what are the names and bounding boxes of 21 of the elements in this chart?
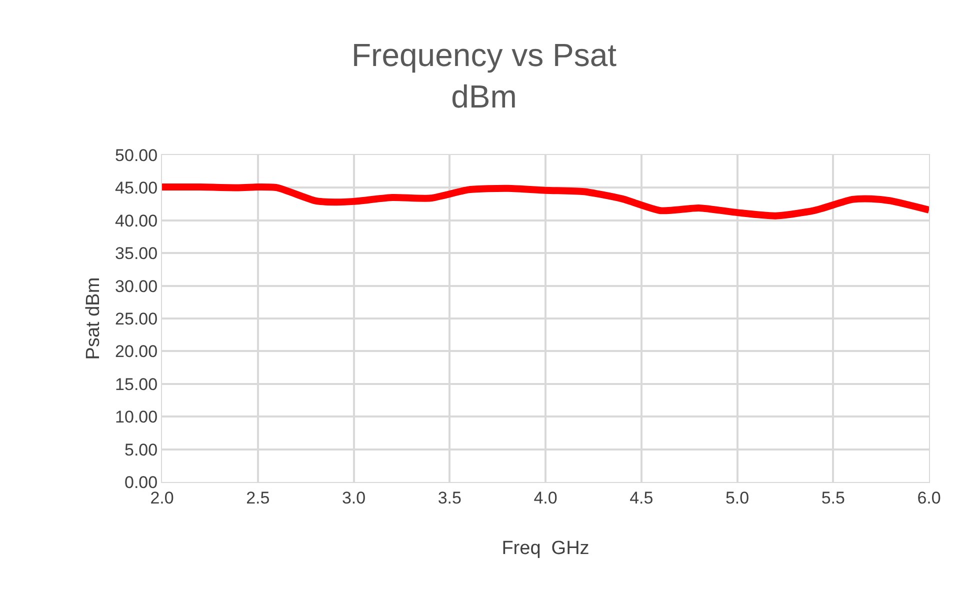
x-axis-title: Freq GHz [502, 538, 590, 560]
y-tick-label: 20.00 [115, 342, 158, 362]
x-tick-label: 5.5 [821, 488, 845, 508]
y-tick-label: 45.00 [115, 178, 158, 198]
y-tick-label: 15.00 [115, 374, 158, 394]
x-tick-label: 2.5 [246, 488, 270, 508]
y-tick-label: 35.00 [115, 244, 158, 264]
x-tick-label: 3.5 [438, 488, 462, 508]
y-tick-label: 30.00 [115, 276, 158, 296]
y-axis-title: Psat dBm [82, 277, 104, 360]
y-tick-label: 50.00 [115, 146, 158, 165]
x-tick-label: 4.0 [534, 488, 558, 508]
y-tick-label: 40.00 [115, 211, 158, 230]
y-tick-label: 5.00 [124, 440, 158, 460]
x-tick-label: 4.5 [630, 488, 654, 508]
x-tick-label: 6.0 [917, 488, 941, 508]
chart-title: Frequency vs Psat dBm [352, 36, 617, 114]
y-tick-label: 25.00 [115, 309, 158, 328]
y-tick-label: 10.00 [115, 408, 158, 427]
x-tick-label: 3.0 [342, 488, 366, 508]
x-tick-label: 5.0 [725, 488, 750, 508]
